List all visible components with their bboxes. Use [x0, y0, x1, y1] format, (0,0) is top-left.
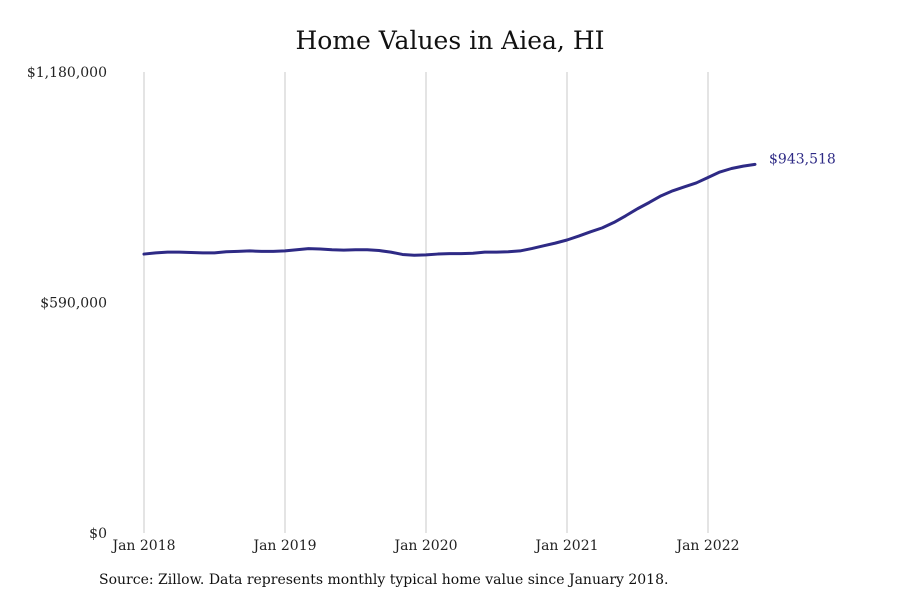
x-tick-label: Jan 2020 [392, 538, 457, 554]
series-line-home-values [142, 162, 757, 257]
end-value-label: $943,518 [769, 151, 836, 167]
source-note: Source: Zillow. Data represents monthly … [99, 572, 669, 588]
gridlines [143, 72, 709, 533]
series-layer: $943,518 [142, 151, 836, 257]
x-tick-label: Jan 2019 [251, 538, 316, 554]
x-tick-label: Jan 2022 [674, 538, 739, 554]
y-tick-label: $590,000 [40, 296, 107, 312]
x-axis-labels: Jan 2018 Jan 2019 Jan 2020 Jan 2021 Jan 2022 [110, 538, 739, 554]
y-tick-label: $1,180,000 [27, 65, 107, 81]
x-tick-label: Jan 2018 [110, 538, 175, 554]
chart-title: Home Values in Aiea, HI [295, 26, 605, 55]
y-tick-label: $0 [89, 526, 107, 542]
x-tick-label: Jan 2021 [533, 538, 598, 554]
y-axis-labels: $0 $590,000 $1,180,000 [27, 65, 107, 542]
